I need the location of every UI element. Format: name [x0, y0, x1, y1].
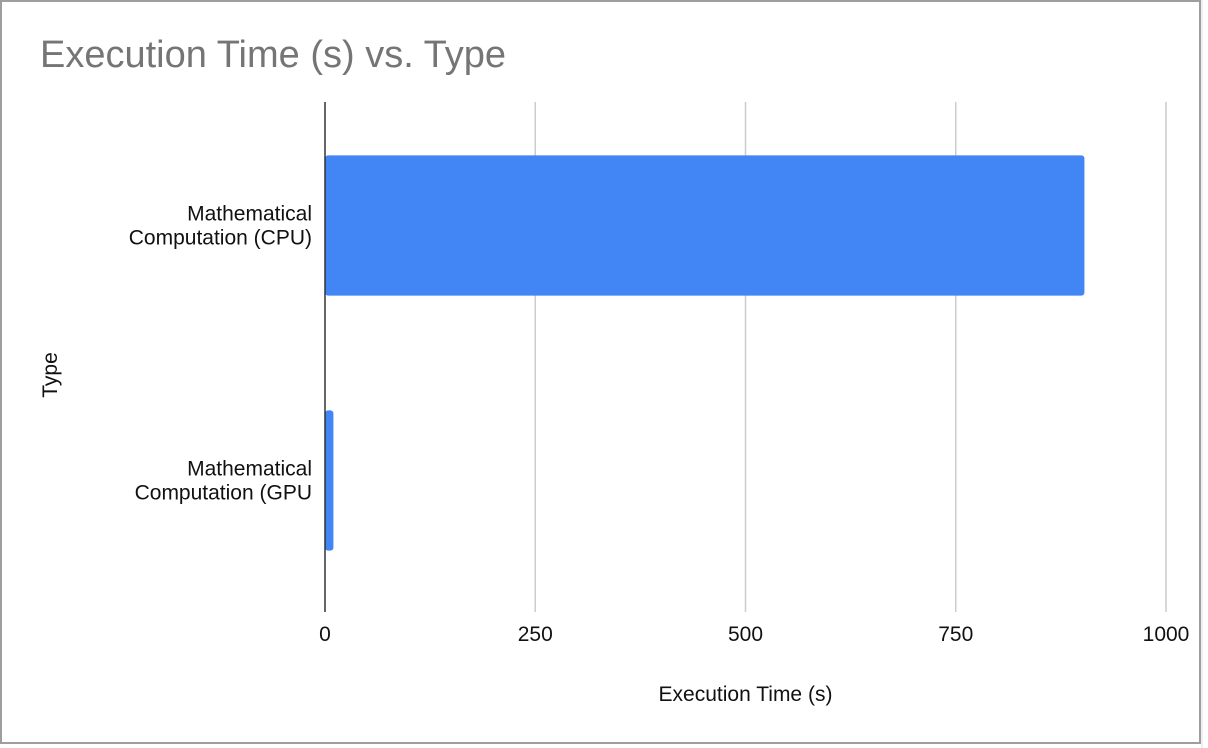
x-tick-label: 500 [728, 623, 763, 646]
x-axis-title: Execution Time (s) [659, 683, 833, 706]
bar [325, 155, 1085, 296]
chart-title: Execution Time (s) vs. Type [40, 34, 507, 76]
x-tick-label: 250 [518, 623, 553, 646]
y-category-label-line: Mathematical [187, 203, 312, 226]
x-tick-label: 750 [938, 623, 973, 646]
bar [325, 410, 334, 551]
y-axis-title: Type [39, 352, 62, 398]
y-category-label: Mathematical Computation (GPU [135, 458, 312, 505]
y-category-label-line: Computation (CPU) [129, 227, 312, 250]
x-tick-label: 1000 [1143, 623, 1190, 646]
x-tick-label: 0 [319, 623, 331, 646]
y-category-label-line: Mathematical [187, 458, 312, 481]
y-category-label-line: Computation (GPU [135, 482, 312, 505]
y-category-label: Mathematical Computation (CPU) [129, 203, 312, 250]
